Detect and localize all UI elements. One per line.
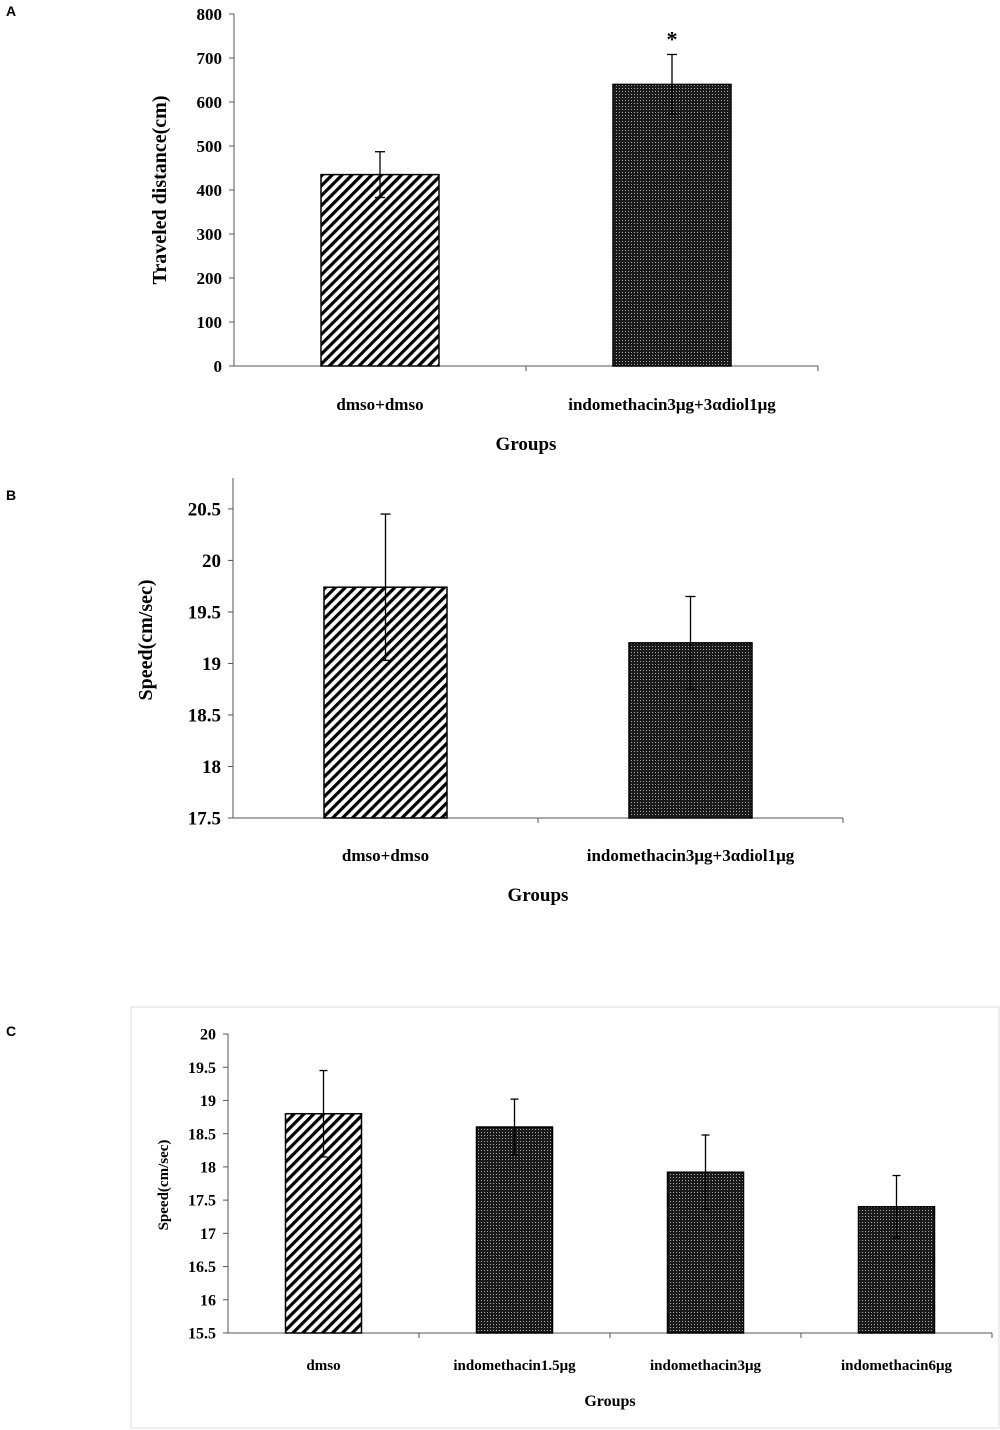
- y-tick-label: 18: [202, 757, 221, 778]
- y-tick-label: 100: [197, 313, 223, 332]
- panel-letter-c: C: [6, 1023, 16, 1039]
- y-tick-label: 500: [197, 137, 223, 156]
- y-tick-label: 300: [197, 225, 223, 244]
- y-tick-label: 400: [197, 181, 223, 200]
- x-axis-label: Groups: [584, 1393, 635, 1410]
- x-tick-label: indomethacin6μg: [841, 1358, 953, 1374]
- y-tick-label: 20: [200, 1027, 216, 1044]
- y-tick-label: 800: [197, 5, 223, 24]
- y-tick-label: 0: [214, 357, 223, 376]
- y-axis-label: Speed(cm/sec): [135, 579, 157, 700]
- x-tick-label: dmso+dmso: [342, 846, 429, 865]
- bar: [320, 173, 440, 367]
- panel-letter-a: A: [6, 3, 16, 19]
- y-tick-label: 15.5: [188, 1326, 216, 1343]
- panel-b-chart: 17.5 18 18.5 19 19.5 20 20.5 dmso+dmso indometha…: [135, 478, 844, 906]
- y-tick-label: 20.5: [188, 500, 221, 521]
- x-tick-label: dmso+dmso: [336, 395, 423, 414]
- panel-a-chart: 0 100 200 300 400 500 600 700 800 dmso+dmso * indom…: [149, 5, 819, 455]
- y-tick-label: 200: [197, 269, 223, 288]
- panel-c-frame: [130, 1006, 1000, 1429]
- y-tick-label: 19.5: [188, 603, 221, 624]
- y-tick-label: 18: [200, 1159, 216, 1176]
- y-tick-label: 19: [200, 1093, 216, 1110]
- y-tick-label: 20: [202, 551, 221, 572]
- x-axis-label: Groups: [508, 885, 569, 906]
- x-tick-label: indomethacin1.5μg: [453, 1358, 576, 1374]
- bar: [475, 1126, 554, 1334]
- y-tick-label: 18.5: [188, 1126, 216, 1143]
- bar: [612, 83, 732, 367]
- x-axis-label: Groups: [496, 434, 557, 455]
- x-tick-label: indomethacin3μg+3αdiol1μg: [568, 395, 776, 414]
- panel-c-chart: 15.5 16 16.5 17 17.5 18 18.5 19 19.5 20 dmso indome…: [156, 1027, 993, 1410]
- y-tick-label: 19.5: [188, 1060, 216, 1077]
- y-tick-label: 17.5: [188, 1193, 216, 1210]
- y-tick-label: 17: [200, 1226, 216, 1243]
- y-tick-label: 19: [202, 654, 221, 675]
- y-tick-label: 17.5: [188, 809, 221, 830]
- y-tick-label: 700: [197, 49, 223, 68]
- panel-letter-b: B: [6, 487, 16, 503]
- y-axis-label: Traveled distance(cm): [149, 95, 171, 284]
- x-tick-label: indomethacin3μg: [650, 1358, 762, 1374]
- y-tick-label: 18.5: [188, 706, 221, 727]
- y-tick-label: 16.5: [188, 1259, 216, 1276]
- significance-marker: *: [667, 26, 678, 51]
- y-axis-label: Speed(cm/sec): [156, 1140, 172, 1231]
- y-tick-label: 600: [197, 93, 223, 112]
- y-tick-label: 16: [200, 1292, 216, 1309]
- x-tick-label: dmso: [306, 1358, 340, 1374]
- x-tick-label: indomethacin3μg+3αdiol1μg: [587, 846, 795, 865]
